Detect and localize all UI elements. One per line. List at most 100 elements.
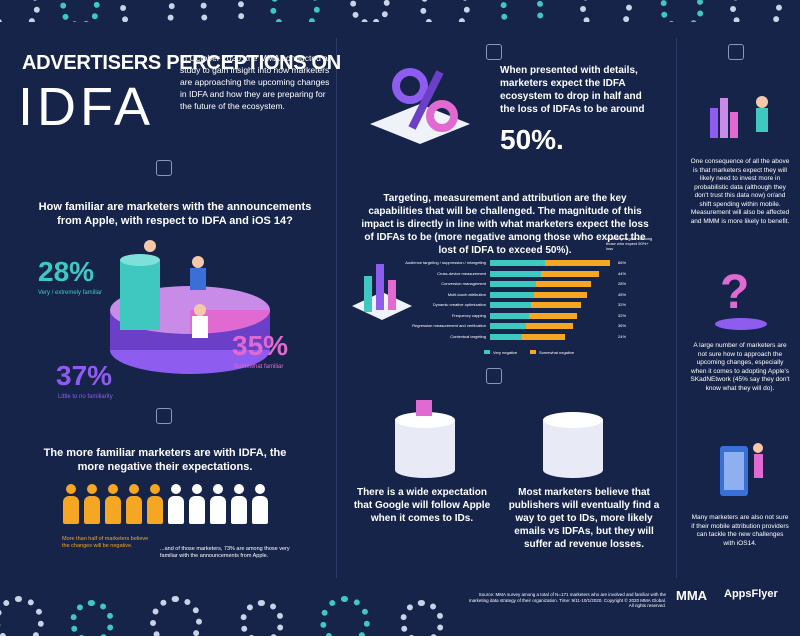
gear-icon [350, 0, 390, 22]
chart-bar-somewhat-negative [536, 281, 592, 287]
note-left: More than half of marketers believe the … [62, 536, 149, 549]
person-icon [230, 484, 248, 526]
svg-text:?: ? [720, 266, 749, 319]
intro-text: In October 2020, the MMA conducted a stu… [180, 53, 330, 111]
chart-bar-somewhat-negative [545, 260, 611, 266]
chart-loss-pct: 28% [618, 281, 627, 286]
chart-bar-very-negative [490, 260, 546, 266]
very-familiar-label: Very / extremely familiar [38, 290, 103, 296]
chart-bar-somewhat-negative [521, 333, 566, 340]
very-familiar-pct: 28% [38, 256, 95, 287]
gear-icon [400, 600, 444, 636]
gear-icon [200, 0, 245, 22]
gear-icon [660, 0, 704, 22]
person-icon [167, 484, 185, 526]
gear-icon [150, 596, 202, 636]
chart-bar-very-negative [490, 323, 527, 329]
chart-category-label: Cross-device measurement [437, 270, 486, 276]
page-title-line2: IDFA [18, 77, 155, 137]
gear-icon [580, 0, 632, 22]
page-title-line1: ADVERTISERS PERCEPTIONS ON [22, 52, 341, 74]
legend-somewhat: Somewhat negative [530, 350, 574, 355]
little-familiar-pct: 37% [56, 360, 113, 391]
person-icon [251, 484, 269, 526]
gear-border-top [0, 0, 800, 22]
cylinder-publishers [543, 412, 603, 478]
chart-bar-very-negative [490, 270, 541, 277]
chart-loss-pct: 36% [618, 323, 627, 328]
analytics-illustration [710, 96, 768, 138]
chart-bar-somewhat-negative [540, 270, 599, 277]
gear-icon [0, 596, 44, 636]
right-text-3: Many marketers are also not sure if thei… [691, 514, 789, 547]
chart-loss-pct: 44% [618, 270, 627, 276]
chart-bar-somewhat-negative [530, 302, 582, 308]
chart-category-label: Conversion management [441, 281, 486, 286]
chart-bar-somewhat-negative [526, 323, 573, 329]
person-icon [83, 484, 101, 526]
chart-bar-somewhat-negative [529, 312, 577, 319]
expectations-title: The more familiar marketers are with IDF… [43, 447, 287, 473]
mobile-illustration [720, 443, 763, 496]
chart-note: % of very negative among those who expec… [606, 236, 653, 251]
familiarity-question: How familiar are marketers with the anno… [38, 201, 312, 227]
chart-category-label: Contextual targeting [450, 333, 486, 339]
right-text-2: A large number of marketers are not sure… [690, 342, 790, 392]
gear-icon [420, 0, 470, 22]
chart-loss-pct: 32% [618, 302, 627, 307]
somewhat-familiar-pct: 35% [232, 330, 289, 361]
footer-source: Source: MMA survey among a total of N=17… [468, 592, 666, 608]
chart-bar-somewhat-negative [533, 291, 588, 298]
somewhat-familiar-label: Somewhat familiar [234, 364, 284, 370]
ecosystem-value: 50%. [500, 124, 564, 155]
percent-illustration [370, 68, 470, 144]
column-divider [676, 38, 677, 578]
ecosystem-text: When presented with details, marketers e… [500, 65, 645, 115]
mma-logo: MMA [676, 588, 708, 603]
copy-icon [728, 44, 744, 60]
right-text-1: One consequence of all the above is that… [690, 158, 790, 225]
gear-icon [70, 600, 114, 636]
note-right: ...and of those marketers, 73% are among… [160, 546, 290, 559]
person-icon [146, 484, 164, 526]
chart-bar-very-negative [490, 302, 531, 308]
column-divider [336, 38, 337, 578]
person-icon [62, 484, 80, 526]
publishers-text: Most marketers believe that publishers w… [508, 487, 660, 550]
gear-icon [730, 0, 782, 22]
chart-category-label: Regression measurement and verification [412, 323, 486, 328]
chart-category-label: Frequency capping [451, 312, 486, 318]
person-icon [188, 484, 206, 526]
gear-icon [500, 0, 544, 22]
chart-bar-very-negative [490, 333, 522, 340]
appsflyer-logo: AppsFlyer [724, 588, 778, 600]
chart-loss-pct: 45% [618, 291, 627, 297]
chart-bar-very-negative [490, 291, 534, 298]
chart-category-label: Audience targeting / suppression / retar… [405, 260, 486, 265]
little-familiar-label: Little to no familiarity [58, 394, 113, 400]
person-icon [209, 484, 227, 526]
gear-icon [0, 0, 40, 22]
chart-loss-pct: 66% [618, 260, 627, 265]
person-icon [125, 484, 143, 526]
chart-bar-very-negative [490, 281, 537, 287]
legend-very: Very negative [484, 350, 517, 355]
google-text: There is a wide expectation that Google … [353, 487, 491, 524]
chart-loss-pct: 32% [618, 312, 627, 318]
chart-loss-pct: 24% [618, 333, 627, 339]
gear-icon [270, 0, 320, 22]
trend-icon [486, 44, 502, 60]
cylinder-google [395, 400, 455, 478]
chart-category-label: Dynamic creative optimization [432, 302, 486, 307]
question-illustration: ? [715, 266, 767, 330]
chart-category-label: Multi-touch attribution [447, 291, 486, 297]
gear-icon [60, 0, 100, 22]
familiarity-illustration [110, 240, 270, 374]
person-icon [104, 484, 122, 526]
gear-icon [320, 596, 370, 636]
capabilities-text: Targeting, measurement and attribution a… [361, 193, 649, 256]
bar-illustration [352, 264, 412, 320]
fingerprint-icon [486, 368, 502, 384]
gear-icon [240, 600, 284, 636]
survey-icon [156, 160, 172, 176]
